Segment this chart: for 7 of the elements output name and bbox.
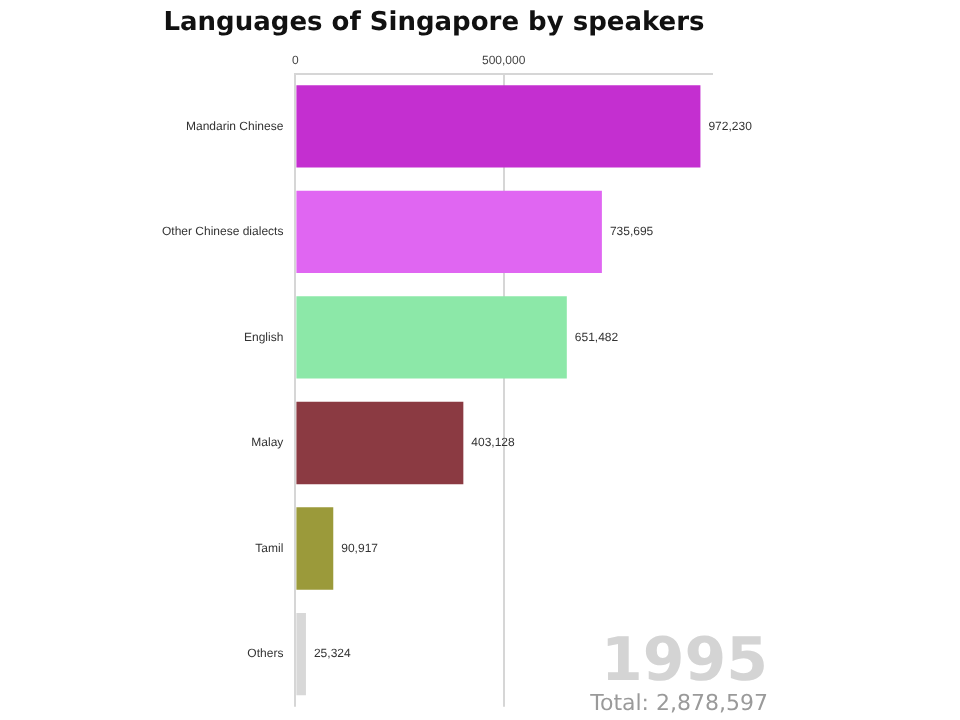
bar <box>296 296 567 379</box>
bar <box>296 401 464 485</box>
bar <box>296 85 701 168</box>
annotation: Total: 2,878,597 <box>588 690 768 716</box>
bar <box>296 190 602 274</box>
chart-title: Languages of Singapore by speakers <box>163 8 705 39</box>
bar <box>296 507 334 590</box>
